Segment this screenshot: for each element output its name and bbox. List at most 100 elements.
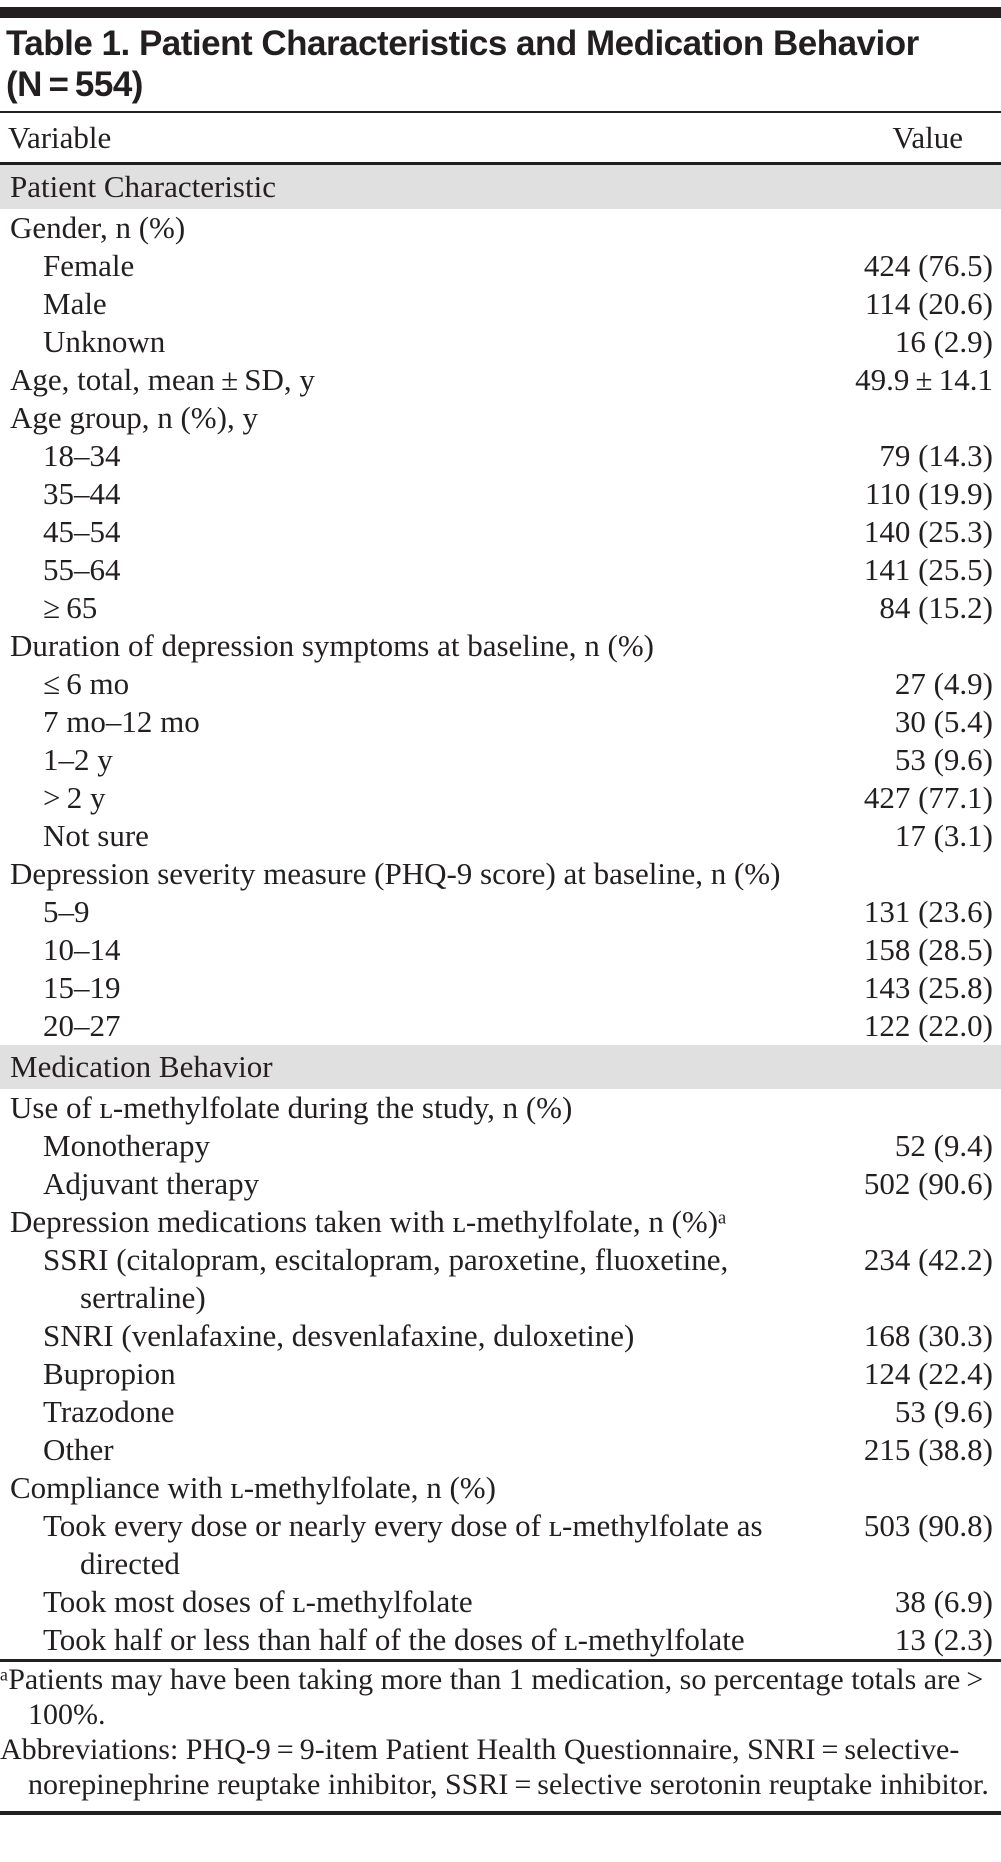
row-label: 15–19 bbox=[43, 970, 121, 1005]
row-value: 124 (22.4) bbox=[863, 1356, 993, 1391]
row-label: Not sure bbox=[43, 818, 149, 853]
table-row: Male 114 (20.6) bbox=[0, 285, 1001, 323]
section-header: Patient Characteristic bbox=[0, 165, 1001, 209]
row-value: 234 (42.2) bbox=[863, 1242, 993, 1277]
table-row: Adjuvant therapy 502 (90.6) bbox=[0, 1165, 1001, 1203]
table-row: 55–64 141 (25.5) bbox=[0, 551, 1001, 589]
row-value: 122 (22.0) bbox=[863, 1008, 993, 1043]
table-row: Age, total, mean ± SD, y 49.9 ± 14.1 bbox=[0, 361, 1001, 399]
footnote: ᵃPatients may have been taking more than… bbox=[0, 1663, 990, 1731]
row-value: 158 (28.5) bbox=[863, 932, 993, 967]
row-value: 215 (38.8) bbox=[863, 1432, 993, 1467]
table-row: > 2 y 427 (77.1) bbox=[0, 779, 1001, 817]
row-label: Took half or less than half of the doses… bbox=[43, 1622, 745, 1657]
row-label: Male bbox=[43, 286, 107, 321]
row-value: 427 (77.1) bbox=[863, 780, 993, 815]
table-row: 1–2 y 53 (9.6) bbox=[0, 741, 1001, 779]
table-row: 7 mo–12 mo 30 (5.4) bbox=[0, 703, 1001, 741]
row-value: 53 (9.6) bbox=[894, 742, 993, 777]
column-header-row: Variable Value bbox=[0, 113, 1001, 162]
row-label: Trazodone bbox=[43, 1394, 175, 1429]
table-row: SSRI (citalopram, escitalopram, paroxeti… bbox=[0, 1241, 1001, 1317]
row-label: 35–44 bbox=[43, 476, 121, 511]
table-row: Age group, n (%), y bbox=[0, 399, 1001, 437]
row-value: 16 (2.9) bbox=[894, 324, 993, 359]
table-row: Bupropion 124 (22.4) bbox=[0, 1355, 1001, 1393]
footnotes: ᵃPatients may have been taking more than… bbox=[0, 1662, 1001, 1802]
row-value: 38 (6.9) bbox=[894, 1584, 993, 1619]
table-row: Depression medications taken with ʟ-meth… bbox=[0, 1203, 1001, 1241]
row-value: 131 (23.6) bbox=[863, 894, 993, 929]
row-label: SSRI (citalopram, escitalopram, paroxeti… bbox=[43, 1242, 729, 1315]
row-value: 53 (9.6) bbox=[894, 1394, 993, 1429]
row-value: 143 (25.8) bbox=[863, 970, 993, 1005]
bottom-rule bbox=[0, 1811, 1001, 1815]
table-row: Took every dose or nearly every dose of … bbox=[0, 1507, 1001, 1583]
table-row: ≤ 6 mo 27 (4.9) bbox=[0, 665, 1001, 703]
row-label: 5–9 bbox=[43, 894, 90, 929]
table-row: Other 215 (38.8) bbox=[0, 1431, 1001, 1469]
row-value: 168 (30.3) bbox=[863, 1318, 993, 1353]
row-label: Female bbox=[43, 248, 135, 283]
row-label: Bupropion bbox=[43, 1356, 176, 1391]
row-label: Use of ʟ-methylfolate during the study, … bbox=[10, 1090, 573, 1125]
row-label: Age, total, mean ± SD, y bbox=[10, 362, 315, 397]
table-row: 20–27 122 (22.0) bbox=[0, 1007, 1001, 1045]
row-label: 10–14 bbox=[43, 932, 121, 967]
table-row: Duration of depression symptoms at basel… bbox=[0, 627, 1001, 665]
table-title: Table 1. Patient Characteristics and Med… bbox=[6, 24, 919, 104]
table-row: 5–9 131 (23.6) bbox=[0, 893, 1001, 931]
column-header-value: Value bbox=[892, 120, 963, 155]
table-row: Use of ʟ-methylfolate during the study, … bbox=[0, 1089, 1001, 1127]
table-row: Took half or less than half of the doses… bbox=[0, 1621, 1001, 1659]
row-label: Depression medications taken with ʟ-meth… bbox=[10, 1204, 727, 1239]
row-label: 55–64 bbox=[43, 552, 121, 587]
table-body: Patient Characteristic Gender, n (%) Femal… bbox=[0, 165, 1001, 1659]
table-row: 10–14 158 (28.5) bbox=[0, 931, 1001, 969]
row-label: 18–34 bbox=[43, 438, 121, 473]
table-row: SNRI (venlafaxine, desvenlafaxine, dulox… bbox=[0, 1317, 1001, 1355]
row-label: > 2 y bbox=[43, 780, 106, 815]
row-value: 503 (90.8) bbox=[863, 1508, 993, 1543]
row-value: 13 (2.3) bbox=[894, 1622, 993, 1657]
row-value: 141 (25.5) bbox=[863, 552, 993, 587]
row-value: 79 (14.3) bbox=[879, 438, 993, 473]
table-row: Monotherapy 52 (9.4) bbox=[0, 1127, 1001, 1165]
table-row: Depression severity measure (PHQ-9 score… bbox=[0, 855, 1001, 893]
table-row: 35–44 110 (19.9) bbox=[0, 475, 1001, 513]
row-value: 140 (25.3) bbox=[863, 514, 993, 549]
table-row: Took most doses of ʟ-methylfolate 38 (6.9… bbox=[0, 1583, 1001, 1621]
table-row: Not sure 17 (3.1) bbox=[0, 817, 1001, 855]
header-divider bbox=[0, 162, 1001, 165]
row-label: Gender, n (%) bbox=[10, 210, 186, 245]
row-value: 84 (15.2) bbox=[879, 590, 993, 625]
row-label: 20–27 bbox=[43, 1008, 121, 1043]
row-label: Unknown bbox=[43, 324, 166, 359]
top-rule bbox=[0, 7, 1001, 18]
table-row: Gender, n (%) bbox=[0, 209, 1001, 247]
row-label: Age group, n (%), y bbox=[10, 400, 258, 435]
table-row: Unknown 16 (2.9) bbox=[0, 323, 1001, 361]
title-divider bbox=[0, 111, 1001, 113]
table-row: Trazodone 53 (9.6) bbox=[0, 1393, 1001, 1431]
table-row: Female 424 (76.5) bbox=[0, 247, 1001, 285]
table-row: 18–34 79 (14.3) bbox=[0, 437, 1001, 475]
row-value: 30 (5.4) bbox=[894, 704, 993, 739]
row-label: Compliance with ʟ-methylfolate, n (%) bbox=[10, 1470, 496, 1505]
table-row: Compliance with ʟ-methylfolate, n (%) bbox=[0, 1469, 1001, 1507]
row-label: Took every dose or nearly every dose of … bbox=[43, 1508, 763, 1581]
row-label: Took most doses of ʟ-methylfolate bbox=[43, 1584, 473, 1619]
row-label: 7 mo–12 mo bbox=[43, 704, 200, 739]
footnote: Abbreviations: PHQ-9 = 9-item Patient He… bbox=[0, 1733, 989, 1801]
row-label: ≥ 65 bbox=[43, 590, 98, 625]
row-label: 1–2 y bbox=[43, 742, 113, 777]
body-divider bbox=[0, 1659, 1001, 1662]
row-value: 424 (76.5) bbox=[863, 248, 993, 283]
row-label: Other bbox=[43, 1432, 114, 1467]
table-row: 45–54 140 (25.3) bbox=[0, 513, 1001, 551]
row-label: Adjuvant therapy bbox=[43, 1166, 260, 1201]
row-value: 49.9 ± 14.1 bbox=[855, 362, 993, 397]
row-value: 27 (4.9) bbox=[894, 666, 993, 701]
row-value: 114 (20.6) bbox=[865, 286, 993, 321]
